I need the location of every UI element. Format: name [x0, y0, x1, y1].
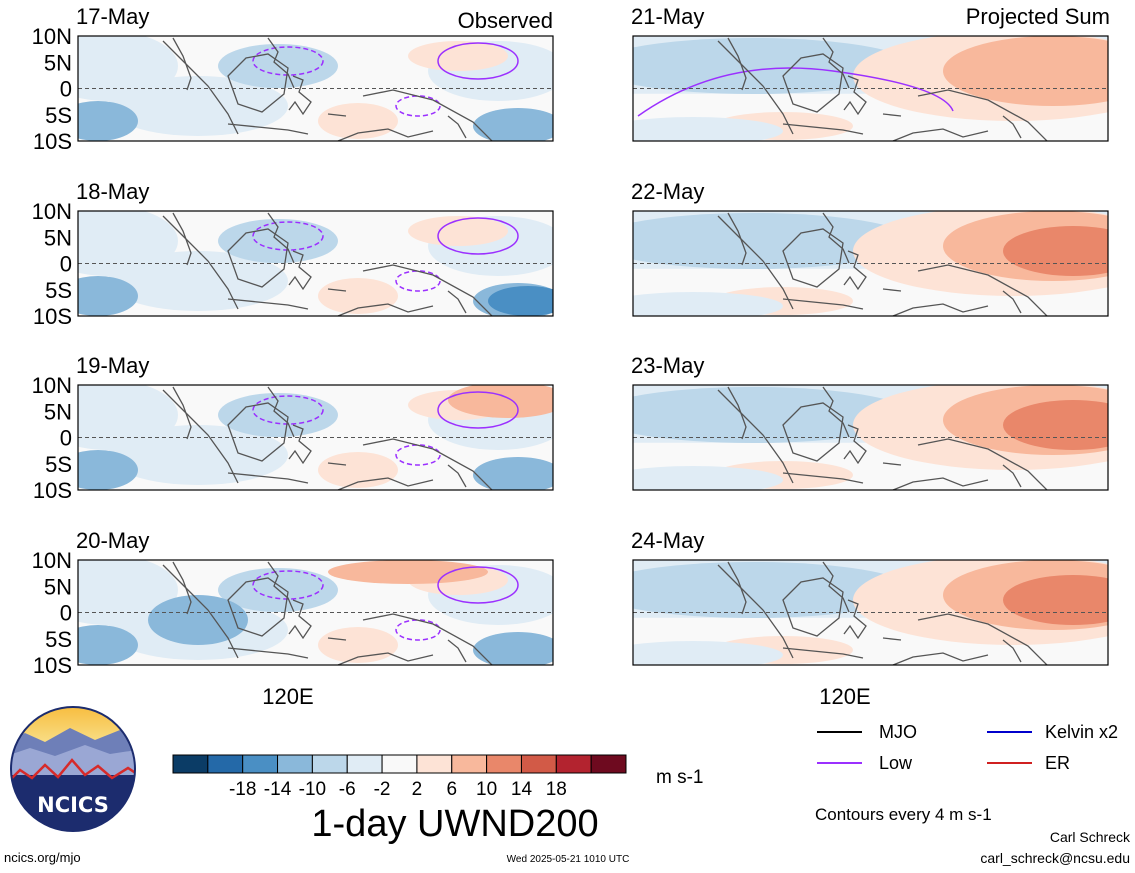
panel-24-may: 24-May	[631, 528, 1109, 666]
chart-title: 1-day UWND200	[311, 803, 598, 845]
colorbar-swatch	[555, 754, 592, 774]
lat-tick-label: 0	[60, 77, 72, 102]
colorbar-swatch	[416, 754, 453, 774]
colorbar-swatch	[520, 754, 557, 774]
colorbar-swatch	[277, 754, 313, 774]
panel-date-label: 22-May	[631, 179, 704, 204]
colorbar-tick-label: 14	[511, 779, 533, 800]
colorbar-swatch	[172, 754, 209, 774]
colorbar-tick-label: -6	[339, 779, 356, 800]
colorbar-swatch	[207, 754, 244, 774]
lat-tick-label: 0	[60, 252, 72, 277]
legend-label-kelvin: Kelvin x2	[1045, 722, 1118, 742]
lat-tick-label: 5N	[44, 50, 72, 75]
lat-tick-label: 5S	[45, 452, 72, 477]
lat-tick-label: 10N	[32, 548, 72, 573]
legend-label-er: ER	[1045, 753, 1070, 773]
ncics-logo: NCICS	[10, 706, 136, 832]
colorbar-tick-label: 10	[476, 779, 497, 800]
colorbar-tick-label: -2	[374, 779, 391, 800]
panel-date-label: 23-May	[631, 353, 704, 378]
panel-date-label: 17-May	[76, 4, 149, 29]
footer-timestamp: Wed 2025-05-21 1010 UTC	[507, 854, 630, 865]
lat-tick-label: 0	[60, 601, 72, 626]
lat-tick-label: 5S	[45, 278, 72, 303]
projected-label: Projected Sum	[966, 4, 1110, 29]
colorbar-swatch	[451, 754, 488, 774]
lat-tick-label: 10N	[32, 24, 72, 49]
legend-label-mjo: MJO	[879, 722, 917, 742]
lat-tick-label: 5S	[45, 627, 72, 652]
logo-text: NCICS	[37, 793, 109, 817]
lon-tick-label-projected: 120E	[819, 684, 870, 709]
panel-23-may: 23-May	[631, 353, 1109, 491]
footer-email: carl_schreck@ncsu.edu	[980, 850, 1130, 866]
observed-label: Observed	[458, 8, 553, 33]
lat-tick-label: 5S	[45, 103, 72, 128]
colorbar-tick-label: -10	[299, 779, 326, 800]
legend: MJO Kelvin x2 Low ER Contours every 4 m …	[815, 722, 1118, 824]
lat-tick-label: 10N	[32, 373, 72, 398]
lat-tick-label: 0	[60, 426, 72, 451]
colorbar-tick-label: -18	[229, 779, 256, 800]
lon-tick-label-observed: 120E	[262, 684, 313, 709]
panel-date-label: 24-May	[631, 528, 704, 553]
footer-site: ncics.org/mjo	[4, 850, 81, 865]
colorbar-swatch	[381, 754, 418, 774]
colorbar-units: m s-1	[656, 767, 704, 788]
lat-tick-label: 10S	[33, 304, 72, 329]
panel-date-label: 19-May	[76, 353, 149, 378]
lat-tick-label: 10S	[33, 653, 72, 678]
footer-author: Carl Schreck	[1050, 829, 1131, 845]
lat-tick-label: 5N	[44, 225, 72, 250]
colorbar-tick-label: 6	[446, 779, 457, 800]
colorbar-tick-label: -14	[264, 779, 292, 800]
panel-21-may: 21-May	[631, 4, 1109, 142]
panel-date-label: 21-May	[631, 4, 704, 29]
panel-date-label: 20-May	[76, 528, 149, 553]
contours-note: Contours every 4 m s-1	[815, 805, 992, 824]
lat-tick-label: 10S	[33, 478, 72, 503]
colorbar: -18 -14 -10 -6 -2 2 6 10 14 18	[172, 754, 627, 800]
colorbar-swatch	[346, 754, 383, 774]
lat-tick-label: 5N	[44, 574, 72, 599]
lat-tick-label: 10N	[32, 199, 72, 224]
panel-date-label: 18-May	[76, 179, 149, 204]
colorbar-swatch	[242, 754, 279, 774]
colorbar-tick-label: 18	[546, 779, 567, 800]
colorbar-swatch	[486, 754, 522, 774]
lat-tick-label: 5N	[44, 399, 72, 424]
colorbar-swatch	[311, 754, 348, 774]
colorbar-tick-label: 2	[412, 779, 423, 800]
map-panels: 17-May10N5N05S10S18-May10N5N05S10S19-May…	[32, 4, 1109, 678]
colorbar-swatch	[590, 754, 627, 774]
lat-tick-label: 10S	[33, 129, 72, 154]
legend-label-low: Low	[879, 753, 913, 773]
panel-22-may: 22-May	[631, 179, 1109, 317]
